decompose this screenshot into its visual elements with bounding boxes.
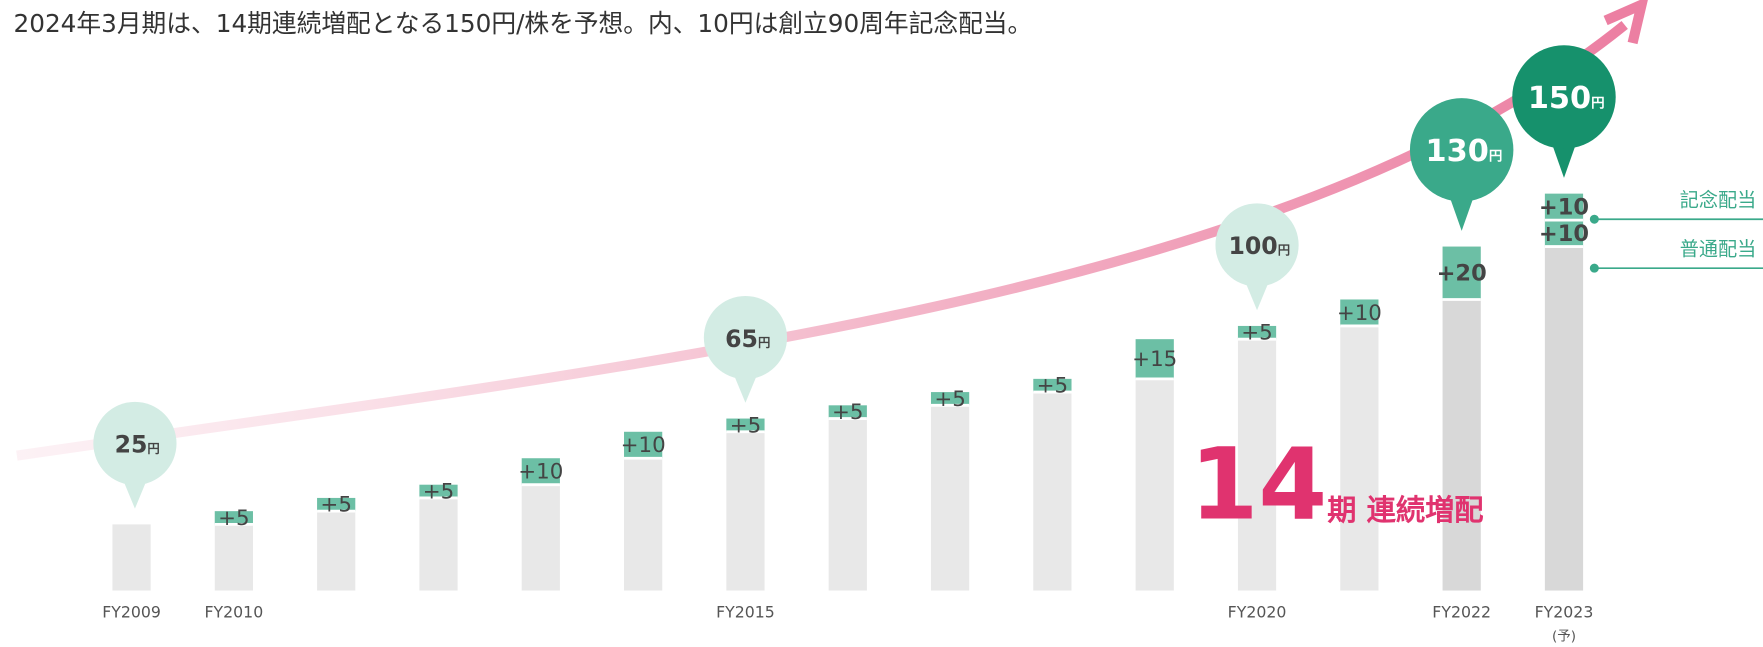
bar-base — [1544, 246, 1584, 591]
callout-text: 150円 — [1528, 81, 1605, 116]
bar-base — [1340, 325, 1379, 591]
x-tick-label: FY2023 — [1535, 603, 1594, 622]
highlight-text: 期 連続増配 — [1327, 493, 1483, 527]
value-label: +5 — [423, 479, 455, 504]
value-label: +5 — [1037, 374, 1069, 399]
bar-base — [419, 497, 458, 591]
chart-title: 2024年3月期は、14期連続増配となる150円/株を予想。内、10円は創立90… — [13, 9, 1032, 38]
callout-value: 130 — [1425, 134, 1488, 169]
bar-base — [112, 524, 151, 591]
callout-unit: 円 — [1489, 149, 1503, 165]
callout-bubble — [1409, 98, 1514, 202]
bar-base — [317, 511, 356, 591]
callout-unit: 円 — [758, 336, 770, 350]
value-label: +20 — [1437, 261, 1487, 287]
value-label: +10 — [621, 433, 666, 458]
bar-increase — [930, 392, 970, 406]
callout-unit: 円 — [147, 442, 159, 456]
trend-arrow-head — [1603, 0, 1648, 45]
bar-base — [726, 431, 765, 591]
bar-increase — [726, 418, 765, 432]
bar-increase — [1442, 246, 1481, 300]
callout-text: 100円 — [1228, 232, 1290, 260]
callout-bubble — [1512, 45, 1616, 149]
value-label: +15 — [1132, 347, 1177, 372]
callout-unit: 円 — [1278, 243, 1290, 257]
value-label: +5 — [1241, 321, 1273, 346]
value-label: +5 — [832, 400, 863, 425]
value-label: +10 — [518, 460, 563, 485]
bar-base — [1237, 339, 1277, 591]
callout-text: 130円 — [1425, 134, 1502, 169]
bar-increase — [419, 484, 458, 498]
bar-increase — [828, 405, 867, 419]
callout-value: 150 — [1528, 81, 1591, 116]
x-tick-label: FY2022 — [1432, 603, 1491, 622]
callout-bubble — [1215, 203, 1299, 287]
value-label: +5 — [730, 413, 762, 438]
bar-increase — [1544, 193, 1584, 221]
bar-base — [930, 405, 970, 591]
highlight: 14期 連続増配 — [1190, 428, 1484, 543]
callout-value: 25 — [115, 430, 148, 458]
bar-increase — [1135, 339, 1174, 379]
bar-base — [521, 484, 560, 591]
bar-increase — [624, 431, 663, 459]
bar-base — [214, 524, 253, 591]
callout-unit: 円 — [1591, 96, 1605, 112]
trend-arrow — [16, 21, 1628, 461]
bar-increase — [317, 497, 356, 512]
value-label: +5 — [320, 493, 351, 518]
callout-value: 65 — [725, 324, 758, 352]
bar-base — [1135, 378, 1174, 591]
x-tick-label: FY2020 — [1228, 603, 1287, 622]
callout-bubble — [703, 295, 788, 380]
callout-pointer — [1550, 139, 1578, 178]
x-tick-label: FY2009 — [102, 603, 161, 622]
bar-base — [624, 458, 663, 591]
callout-text: 65円 — [725, 324, 770, 352]
value-label: +5 — [934, 387, 965, 412]
legend-label: 記念配当 — [1680, 189, 1756, 212]
forecast-mark: (予) — [1552, 629, 1576, 645]
bar-increase — [1340, 299, 1379, 326]
x-tick-label: FY2010 — [205, 603, 264, 622]
callout-pointer — [1448, 192, 1476, 231]
callout-bubble — [93, 401, 177, 486]
bar-increase — [1544, 220, 1584, 247]
legend-label: 普通配当 — [1680, 238, 1756, 261]
callout-value: 100 — [1228, 232, 1277, 260]
value-label: +10 — [1337, 301, 1382, 326]
bar-increase — [521, 458, 560, 485]
legend-dot — [1589, 263, 1599, 273]
bar-base — [1442, 299, 1481, 591]
value-label: +5 — [218, 506, 250, 531]
value-label: +10 — [1539, 221, 1589, 247]
highlight-number: 14 — [1190, 428, 1328, 543]
value-label: +10 — [1539, 194, 1589, 220]
bar-increase — [214, 511, 253, 525]
bar-increase — [1237, 325, 1277, 340]
callout-text: 25円 — [115, 430, 160, 458]
x-tick-label: FY2015 — [716, 603, 775, 622]
legend-dot — [1589, 214, 1599, 224]
bar-increase — [1033, 378, 1072, 393]
bar-base — [1033, 392, 1072, 591]
bar-base — [828, 418, 867, 591]
